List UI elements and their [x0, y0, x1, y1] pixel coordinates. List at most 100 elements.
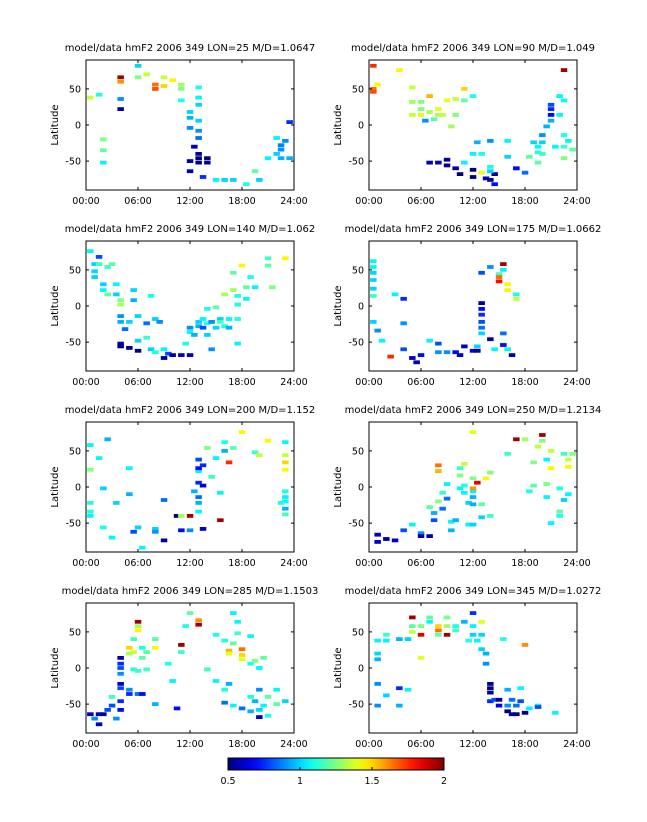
data-cell	[547, 113, 555, 117]
data-cell	[430, 117, 438, 122]
data-cell	[117, 656, 124, 660]
data-cell	[204, 446, 211, 450]
data-cell	[273, 152, 280, 156]
data-cell	[95, 712, 103, 717]
data-cell	[547, 521, 555, 525]
data-cell	[504, 139, 511, 143]
y-tick-label: 0	[358, 664, 364, 675]
data-cell	[256, 453, 263, 458]
data-cell	[517, 699, 524, 704]
data-cell	[370, 320, 377, 324]
y-tick-label: 0	[358, 121, 364, 132]
data-cell	[225, 325, 233, 330]
data-cell	[443, 98, 451, 103]
data-cell	[513, 166, 520, 171]
panel-title: model/data hmF2 2006 349 LON=90 M/D=1.04…	[351, 43, 595, 54]
x-tick-label: 12:00	[176, 558, 203, 569]
data-cell	[396, 637, 403, 641]
panel-title: model/data hmF2 2006 349 LON=250 M/D=1.2…	[345, 405, 602, 416]
data-cell	[374, 638, 381, 643]
data-cell	[435, 160, 442, 165]
data-cell	[178, 87, 185, 91]
data-cell	[539, 433, 546, 437]
data-cell	[195, 85, 202, 90]
data-cell	[443, 624, 451, 628]
data-cell	[452, 518, 459, 523]
data-cell	[282, 506, 289, 511]
data-cell	[426, 338, 433, 343]
y-axis-label: Latitude	[333, 466, 344, 507]
y-tick-label: 0	[75, 121, 81, 132]
data-cell	[547, 466, 555, 471]
x-tick-label: 06:00	[407, 196, 434, 207]
data-cell	[500, 262, 507, 266]
data-cell	[478, 320, 485, 324]
data-cell	[461, 98, 468, 103]
data-cell	[130, 667, 137, 672]
data-cell	[199, 483, 207, 488]
x-tick-label: 00:00	[355, 739, 382, 750]
data-cell	[117, 682, 124, 686]
data-cell	[130, 650, 137, 654]
data-cell	[456, 172, 464, 176]
data-cell	[487, 690, 494, 695]
x-tick-label: 06:00	[407, 377, 434, 388]
data-cell	[256, 708, 263, 712]
data-cell	[134, 75, 142, 80]
data-cell	[448, 528, 455, 533]
data-cell	[251, 285, 259, 290]
data-cell	[251, 450, 259, 455]
data-cell	[439, 506, 446, 511]
data-cell	[100, 282, 107, 287]
data-cell	[487, 178, 494, 182]
data-cell	[469, 486, 477, 491]
data-cell	[383, 537, 390, 541]
data-cell	[552, 710, 559, 715]
data-cell	[556, 509, 563, 514]
panel-title: model/data hmF2 2006 349 LON=25 M/D=1.06…	[65, 43, 315, 54]
data-cell	[186, 353, 194, 357]
x-tick-label: 18:00	[228, 196, 255, 207]
data-cell	[139, 645, 146, 650]
data-cell	[465, 638, 472, 643]
data-cell	[134, 619, 142, 624]
data-cell	[238, 430, 246, 434]
data-cell	[417, 534, 425, 538]
data-cell	[230, 288, 237, 292]
data-cell	[469, 624, 477, 628]
data-cell	[417, 113, 425, 117]
data-cell	[504, 709, 511, 714]
x-tick-label: 24:00	[563, 196, 590, 207]
colorbar-tick-label: 1	[297, 776, 303, 787]
data-cell	[121, 327, 129, 331]
data-cell	[100, 137, 107, 142]
x-tick-label: 06:00	[124, 739, 151, 750]
data-cell	[500, 343, 507, 347]
data-cell	[195, 509, 202, 514]
data-cell	[487, 514, 494, 518]
data-cell	[504, 282, 511, 287]
data-cell	[230, 446, 237, 450]
data-cell	[487, 337, 494, 342]
data-cell	[195, 95, 202, 100]
data-cell	[204, 333, 211, 337]
data-cell	[152, 350, 159, 355]
data-cell	[487, 265, 494, 269]
data-cell	[117, 699, 124, 704]
data-cell	[469, 152, 477, 156]
data-cell	[469, 430, 477, 434]
data-cell	[426, 505, 433, 510]
data-cell	[204, 667, 211, 672]
data-cell	[374, 540, 381, 544]
data-cell	[234, 631, 241, 636]
data-cell	[417, 632, 425, 637]
data-cell	[139, 545, 146, 550]
data-cell	[556, 113, 563, 117]
data-cell	[282, 489, 289, 494]
x-tick-label: 00:00	[355, 558, 382, 569]
x-tick-label: 18:00	[511, 739, 538, 750]
data-cell	[465, 501, 472, 505]
panel-4: model/data hmF2 2006 349 LON=175 M/D=1.0…	[333, 224, 601, 388]
data-cell	[513, 703, 520, 708]
data-cell	[526, 489, 533, 494]
